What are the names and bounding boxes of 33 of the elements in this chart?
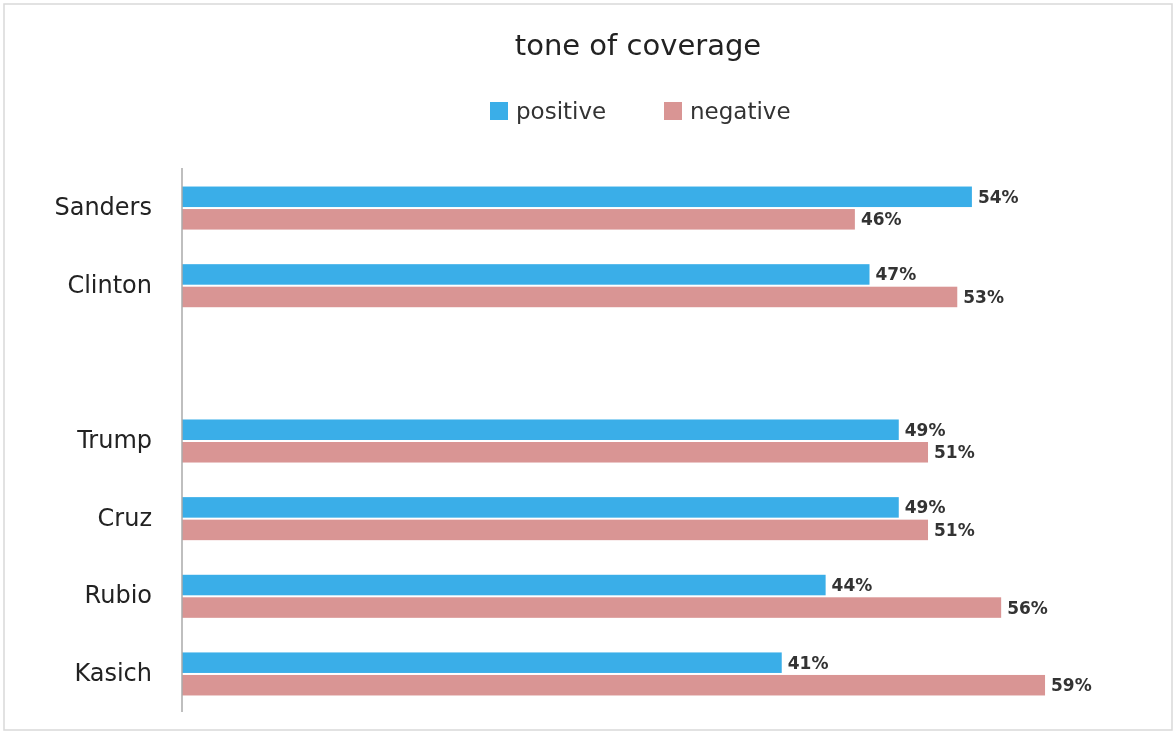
bar [182, 597, 1002, 618]
y-tick-label: Rubio [84, 581, 152, 610]
data-label: 51% [934, 442, 975, 463]
data-label: 49% [904, 497, 946, 518]
bar [182, 419, 899, 440]
y-tick-label: Sanders [54, 193, 152, 222]
data-label: 49% [904, 419, 946, 440]
data-label: 53% [963, 286, 1004, 307]
bar [182, 286, 958, 308]
legend-label: positive [516, 97, 607, 124]
bar [182, 264, 870, 285]
data-label: 47% [875, 264, 917, 285]
data-label: 41% [787, 652, 829, 673]
y-tick-label: Trump [76, 426, 152, 454]
bar [182, 497, 899, 518]
y-tick-label: Clinton [67, 270, 152, 299]
data-label: 56% [1007, 597, 1048, 618]
bar [182, 652, 782, 673]
data-label: 51% [934, 519, 975, 540]
bar [182, 519, 929, 541]
bar [182, 186, 972, 208]
data-label: 59% [1051, 675, 1092, 696]
bar [182, 442, 929, 463]
y-tick-label: Kasich [74, 658, 152, 687]
bar [182, 574, 826, 596]
bar [182, 209, 855, 230]
data-label: 44% [831, 575, 873, 596]
y-tick-label: Cruz [97, 503, 152, 532]
bar [182, 674, 1046, 696]
data-label: 54% [977, 186, 1019, 207]
data-label: 46% [860, 209, 902, 230]
chart-title: tone of coverage [514, 28, 762, 62]
legend-label: negative [690, 97, 791, 124]
